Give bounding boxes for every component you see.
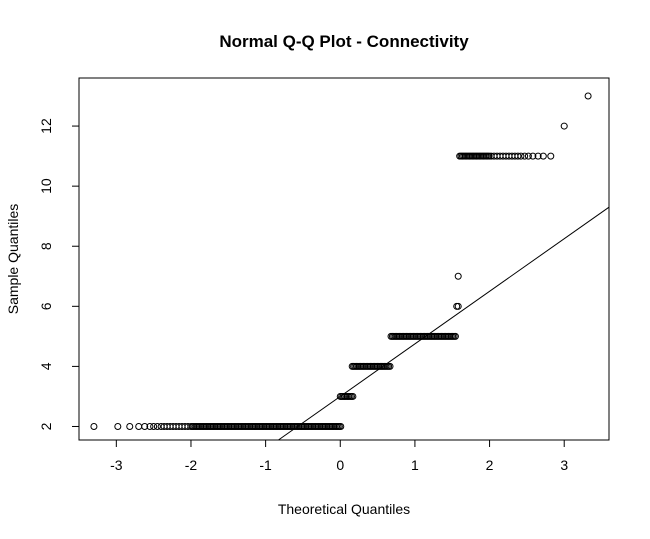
y-tick-label: 6: [38, 302, 54, 310]
data-point: [560, 122, 568, 130]
data-point: [485, 152, 493, 160]
data-point: [547, 152, 555, 160]
data-point: [539, 152, 547, 160]
y-tick-label: 4: [38, 362, 54, 370]
data-point: [521, 152, 529, 160]
data-point: [153, 422, 161, 430]
data-point: [514, 152, 522, 160]
data-point: [135, 422, 143, 430]
reference-line: [278, 206, 610, 441]
data-point: [454, 302, 462, 310]
y-axis-label: Sample Quantiles: [5, 204, 21, 315]
x-tick-label: 3: [560, 457, 568, 473]
data-point: [90, 422, 98, 430]
data-point: [146, 422, 154, 430]
x-tick-label: 2: [486, 457, 494, 473]
data-point: [114, 422, 122, 430]
data-point: [524, 152, 532, 160]
plot-frame: [78, 77, 610, 441]
x-tick-label: 1: [411, 457, 419, 473]
data-point: [141, 422, 149, 430]
x-tick-label: -3: [110, 457, 123, 473]
y-tick-label: 12: [38, 118, 54, 134]
data-point: [584, 92, 592, 100]
data-point: [529, 152, 537, 160]
x-tick-label: 0: [336, 457, 344, 473]
x-tick-label: -1: [259, 457, 272, 473]
data-point: [150, 422, 158, 430]
data-point: [349, 392, 357, 400]
y-axis: 2 4 6 8 10 12: [38, 118, 80, 430]
data-points: [90, 92, 592, 430]
chart-title: Normal Q-Q Plot - Connectivity: [219, 32, 469, 51]
data-point: [534, 152, 542, 160]
x-axis: -3 -2 -1 0 1 2 3: [110, 439, 568, 473]
data-point: [337, 422, 345, 430]
y-tick-label: 2: [38, 422, 54, 430]
y-tick-label: 8: [38, 242, 54, 250]
data-point: [451, 332, 459, 340]
data-point: [126, 422, 134, 430]
x-axis-label: Theoretical Quantiles: [278, 501, 410, 517]
data-point: [517, 152, 525, 160]
x-tick-label: -2: [185, 457, 198, 473]
y-tick-label: 10: [38, 178, 54, 194]
data-point: [386, 362, 394, 370]
data-point: [454, 272, 462, 280]
